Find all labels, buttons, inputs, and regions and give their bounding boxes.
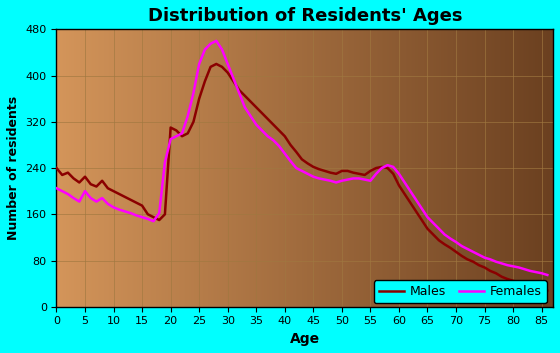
Males — [304, 161, 311, 166]
Females — [544, 273, 550, 277]
Females — [459, 244, 465, 248]
Females — [53, 186, 60, 190]
Title: Distribution of Residents' Ages: Distribution of Residents' Ages — [147, 7, 462, 25]
Males — [162, 212, 169, 216]
Y-axis label: Number of residents: Number of residents — [7, 96, 20, 240]
Legend: Males, Females: Males, Females — [374, 280, 547, 303]
Line: Males: Males — [57, 64, 547, 291]
Males — [544, 288, 550, 293]
Females — [264, 134, 271, 138]
Males — [53, 166, 60, 170]
Males — [213, 62, 220, 66]
Females — [196, 62, 203, 66]
Females — [133, 213, 140, 217]
Males — [459, 254, 465, 258]
Males — [264, 117, 271, 121]
Males — [133, 201, 140, 205]
Line: Females: Females — [57, 41, 547, 275]
Females — [162, 160, 169, 164]
Females — [213, 39, 220, 43]
Males — [196, 96, 203, 101]
Females — [304, 172, 311, 176]
X-axis label: Age: Age — [290, 332, 320, 346]
